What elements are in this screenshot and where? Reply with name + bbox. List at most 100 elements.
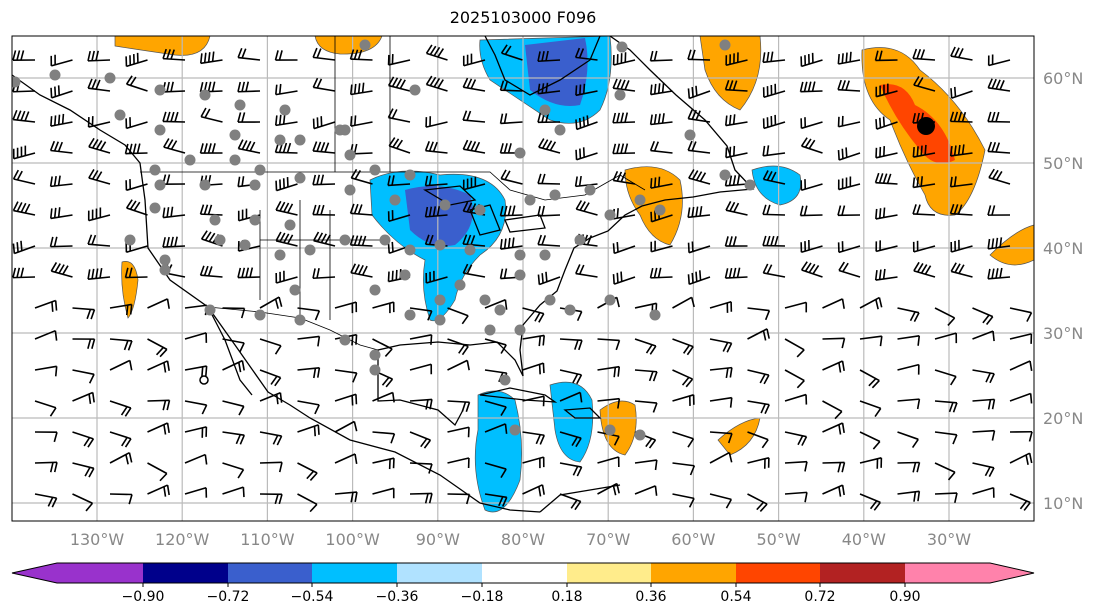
colorbar-segment — [651, 563, 736, 583]
wind-barb — [762, 263, 786, 278]
wind-barb — [724, 114, 748, 127]
wind-barb — [913, 75, 936, 92]
lon-label: 120°W — [155, 530, 210, 549]
wind-barb — [522, 431, 545, 445]
wind-barb — [934, 492, 958, 503]
wind-barb — [259, 338, 282, 355]
station-dot — [274, 134, 286, 146]
wind-barb — [222, 462, 245, 479]
wind-barb — [949, 144, 973, 157]
wind-barb — [372, 487, 395, 499]
wind-barb — [987, 267, 1011, 280]
colorbar-segment — [820, 563, 905, 583]
wind-barb — [987, 205, 1011, 216]
wind-barb — [800, 52, 823, 68]
wind-barb — [874, 268, 898, 281]
wind-barb — [559, 391, 583, 403]
wind-barb — [949, 176, 973, 188]
wind-barb — [612, 171, 636, 185]
wind-barb — [425, 270, 448, 284]
station-dot — [524, 194, 536, 206]
wind-barb — [50, 113, 73, 127]
wind-barb — [87, 116, 111, 128]
wind-barb — [87, 78, 111, 92]
wind-barb — [972, 307, 994, 325]
station-dot — [564, 304, 576, 316]
station-dot — [234, 99, 246, 111]
colorbar-tick-label: −0.54 — [291, 589, 334, 605]
wind-barb — [612, 52, 636, 66]
wind-barb — [822, 461, 846, 473]
wind-barb — [147, 298, 170, 309]
lon-label: 110°W — [240, 530, 295, 549]
wind-barb — [199, 143, 223, 154]
wind-barb — [875, 116, 898, 130]
wind-barb — [612, 143, 636, 155]
colorbar-extend-high — [990, 563, 1034, 583]
wind-barb — [49, 207, 73, 220]
wind-barb — [222, 307, 246, 319]
colorbar-tick-label: −0.18 — [461, 589, 504, 605]
wind-barb — [162, 111, 186, 123]
wind-barb — [972, 462, 995, 478]
wind-barb — [349, 82, 373, 96]
wind-barb — [1009, 493, 1031, 511]
station-dot — [254, 309, 266, 321]
station-dot — [124, 234, 136, 246]
lat-label: 20°N — [1043, 409, 1083, 428]
wind-barb — [484, 400, 507, 416]
wind-barb — [109, 451, 133, 465]
wind-barb — [612, 112, 636, 124]
wind-barb — [762, 170, 786, 185]
lon-label: 100°W — [325, 530, 380, 549]
wind-barb — [800, 179, 823, 192]
wind-barb — [784, 491, 808, 503]
wind-barb — [987, 78, 1011, 92]
wind-barb — [1009, 360, 1033, 371]
wind-barb — [237, 267, 261, 279]
station-dot — [404, 244, 416, 256]
wind-barb — [184, 426, 208, 438]
wind-barb — [199, 265, 223, 278]
colorbar-segment — [143, 563, 228, 583]
wind-barb — [784, 369, 805, 389]
wind-barb — [237, 81, 261, 93]
station-dot — [389, 194, 401, 206]
wind-barb — [724, 267, 748, 279]
wind-barb — [950, 239, 973, 253]
station-dot — [12, 76, 21, 88]
wind-barb — [800, 117, 823, 130]
wind-barb — [597, 365, 621, 378]
wind-barb — [597, 456, 620, 467]
positive-anomaly-top-left — [114, 36, 211, 56]
station-dot — [404, 169, 416, 181]
wind-barb — [447, 359, 470, 371]
colorbar: −0.90 −0.72 −0.54 −0.36 −0.18 0.18 0.36 0.54 0.7… — [11, 562, 1035, 605]
wind-barb — [575, 264, 598, 278]
wind-barb — [237, 139, 261, 154]
wind-barb — [462, 263, 486, 278]
wind-barb — [88, 169, 111, 185]
wind-barb — [687, 206, 711, 219]
map-frame — [11, 35, 1035, 522]
wind-barb — [912, 176, 936, 189]
station-dot — [494, 304, 506, 316]
station-dot — [104, 72, 116, 84]
wind-barb — [372, 431, 396, 444]
station-dot — [344, 149, 356, 161]
wind-barb — [87, 234, 111, 247]
lat-label: 40°N — [1043, 239, 1083, 258]
wind-barb — [334, 420, 358, 433]
wind-barb — [672, 296, 695, 309]
station-dot — [454, 279, 466, 291]
wind-barb — [799, 205, 823, 217]
wind-barb — [350, 263, 373, 278]
wind-barb — [388, 137, 411, 154]
wind-barbs — [12, 44, 1033, 513]
wind-barb — [687, 270, 711, 286]
wind-barb — [147, 399, 171, 411]
wind-barb — [387, 76, 411, 92]
colorbar-segment — [312, 563, 397, 583]
wind-barb — [109, 400, 132, 417]
wind-barb — [125, 117, 148, 130]
